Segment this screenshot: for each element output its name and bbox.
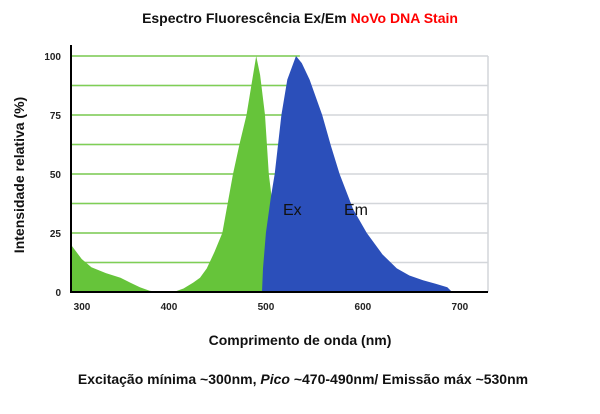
y-axis-label: Intensidade relativa (%) <box>11 97 27 253</box>
axes <box>70 45 488 293</box>
y-tick-label: 25 <box>50 229 62 240</box>
chart-title-product: NoVo DNA Stain <box>351 10 458 26</box>
area-em <box>262 56 453 292</box>
x-tick-label: 700 <box>452 302 469 313</box>
y-tick-label: 50 <box>50 170 62 181</box>
series-label-ex: Ex <box>283 202 302 219</box>
chart-title: Espectro Fluorescência Ex/Em NoVo DNA St… <box>142 10 458 26</box>
plot-areas <box>71 56 453 292</box>
y-tick-label: 100 <box>44 52 61 63</box>
y-tick-label: 75 <box>50 111 62 122</box>
x-tick-label: 500 <box>258 302 275 313</box>
x-axis-label: Comprimento de onda (nm) <box>209 332 392 348</box>
tick-labels: 0 25 50 75 100 300 400 500 600 700 <box>44 52 468 313</box>
caption-part1: Excitação mínima ~300nm, <box>78 371 260 387</box>
series-label-em: Em <box>344 202 368 219</box>
area-ex <box>71 56 278 292</box>
x-tick-label: 400 <box>161 302 178 313</box>
caption-italic: Pico <box>260 371 290 387</box>
caption: Excitação mínima ~300nm, Pico ~470-490nm… <box>78 371 528 387</box>
y-tick-label: 0 <box>55 288 61 299</box>
caption-part2: ~470-490nm/ Emissão máx ~530nm <box>290 371 528 387</box>
x-tick-label: 300 <box>74 302 91 313</box>
x-tick-label: 600 <box>355 302 372 313</box>
chart-title-main: Espectro Fluorescência Ex/Em <box>142 10 351 26</box>
